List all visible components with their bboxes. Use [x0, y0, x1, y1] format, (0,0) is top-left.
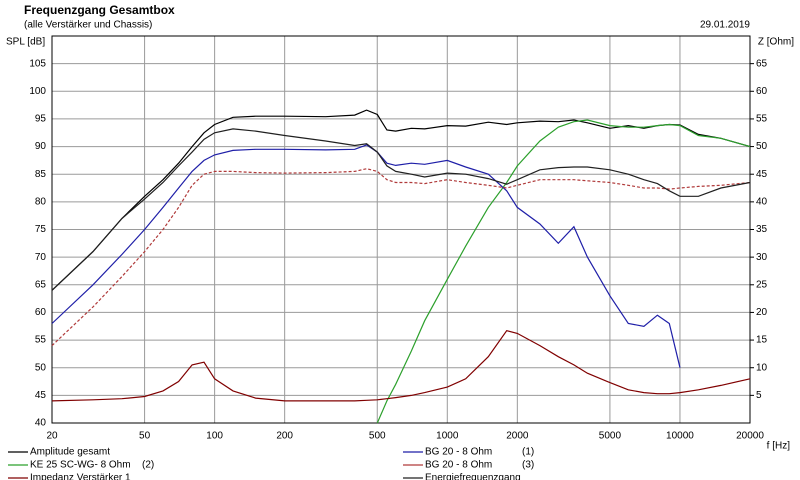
y-tick-label: 65: [35, 279, 47, 290]
y-tick-label: 95: [35, 114, 47, 125]
legend-label: Amplitude gesamt: [30, 447, 110, 458]
chart-date: 29.01.2019: [700, 20, 750, 31]
y2-tick-label: 35: [756, 224, 768, 235]
chart-title: Frequenzgang Gesamtbox: [24, 3, 175, 17]
x-tick-label: 200: [276, 431, 293, 442]
y2-tick-label: 50: [756, 141, 768, 152]
y-tick-label: 70: [35, 252, 47, 263]
y-tick-label: 60: [35, 307, 47, 318]
chart-subtitle: (alle Verstärker und Chassis): [24, 20, 152, 31]
legend-label: BG 20 - 8 Ohm: [425, 447, 492, 458]
x-tick-label: 2000: [506, 431, 529, 442]
y2-tick-label: 10: [756, 362, 768, 373]
y-tick-label: 100: [29, 86, 46, 97]
y-tick-label: 85: [35, 169, 47, 180]
series-line: [51, 109, 751, 291]
series-line: [51, 168, 751, 347]
y2-axis-label: Z [Ohm]: [758, 37, 794, 48]
series-line: [51, 330, 751, 402]
series-line: [51, 144, 681, 368]
y2-tick-label: 30: [756, 252, 768, 263]
y2-tick-label: 25: [756, 279, 768, 290]
x-tick-label: 500: [369, 431, 386, 442]
y2-tick-label: 20: [756, 307, 768, 318]
series-line: [51, 128, 751, 291]
series-line: [376, 119, 751, 424]
y2-tick-label: 65: [756, 58, 768, 69]
y-tick-label: 50: [35, 362, 47, 373]
y-tick-label: 75: [35, 224, 47, 235]
x-tick-label: 1000: [436, 431, 459, 442]
x-tick-label: 100: [206, 431, 223, 442]
y-axis-label: SPL [dB]: [6, 37, 45, 48]
plot-frame: [51, 35, 751, 424]
y2-tick-label: 40: [756, 196, 768, 207]
y-tick-label: 80: [35, 196, 47, 207]
x-tick-label: 10000: [666, 431, 694, 442]
x-tick-label: 20000: [736, 431, 764, 442]
y-tick-label: 90: [35, 141, 47, 152]
legend-label: Energiefrequenzgang: [425, 473, 521, 480]
y2-tick-label: 60: [756, 86, 768, 97]
legend-tag: (2): [142, 460, 154, 471]
y-tick-label: 55: [35, 335, 47, 346]
x-tick-label: 5000: [599, 431, 622, 442]
y-tick-label: 40: [35, 418, 47, 429]
y-tick-label: 45: [35, 390, 47, 401]
legend-tag: (3): [522, 460, 534, 471]
legend-tag: (1): [522, 447, 534, 458]
legend-label: BG 20 - 8 Ohm: [425, 460, 492, 471]
y2-tick-label: 5: [756, 390, 762, 401]
x-axis-label: f [Hz]: [767, 441, 791, 452]
y-tick-label: 105: [29, 58, 46, 69]
y2-tick-label: 55: [756, 114, 768, 125]
x-tick-label: 50: [139, 431, 151, 442]
x-tick-label: 20: [46, 431, 58, 442]
y2-tick-label: 45: [756, 169, 768, 180]
y2-tick-label: 15: [756, 335, 768, 346]
legend-label: KE 25 SC-WG- 8 Ohm: [30, 460, 131, 471]
legend-label: Impedanz Verstärker 1: [30, 473, 131, 480]
